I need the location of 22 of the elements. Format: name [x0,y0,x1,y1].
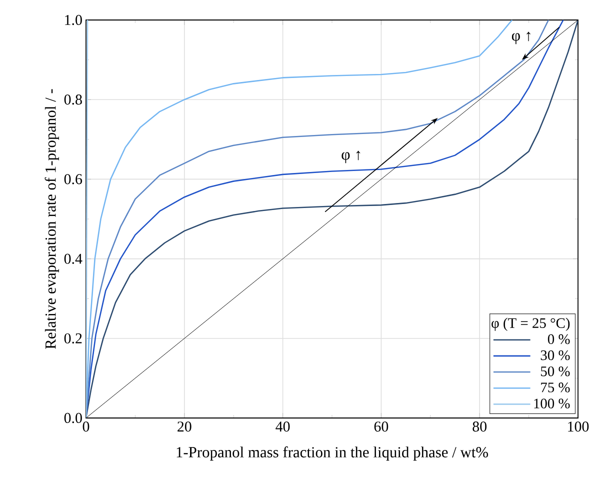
x-axis-title: 1-Propanol mass fraction in the liquid phase / wt% [176,446,488,461]
x-tick-label: 100 [568,422,589,432]
annotation: φ ↑ [512,32,530,44]
x-tick-label: 0 [82,422,90,432]
legend-title: φ (T = 25 °C) [492,318,570,331]
x-tick-label: 20 [178,422,192,432]
legend-label: 50 % [541,366,570,376]
legend-label: 100 % [534,398,570,408]
y-tick-label: 1.0 [65,14,82,26]
y-tick-label: 0.2 [64,333,82,344]
x-tick-label: 40 [276,422,290,432]
y-tick-label: 0.6 [64,174,82,184]
x-tick-label: 60 [374,422,388,432]
legend-label: 30 % [540,350,570,360]
legend-label: 0 % [548,334,570,344]
legend-label: 75 % [541,382,570,392]
y-tick-label: 0.8 [64,94,82,105]
annotation: φ ↑ [342,150,360,164]
y-axis-title: Relative evaporation rate of 1-propanol / - [44,89,59,349]
x-tick-label: 80 [472,422,487,432]
y-tick-label: 0.0 [64,412,82,424]
y-tick-label: 0.4 [64,254,82,264]
